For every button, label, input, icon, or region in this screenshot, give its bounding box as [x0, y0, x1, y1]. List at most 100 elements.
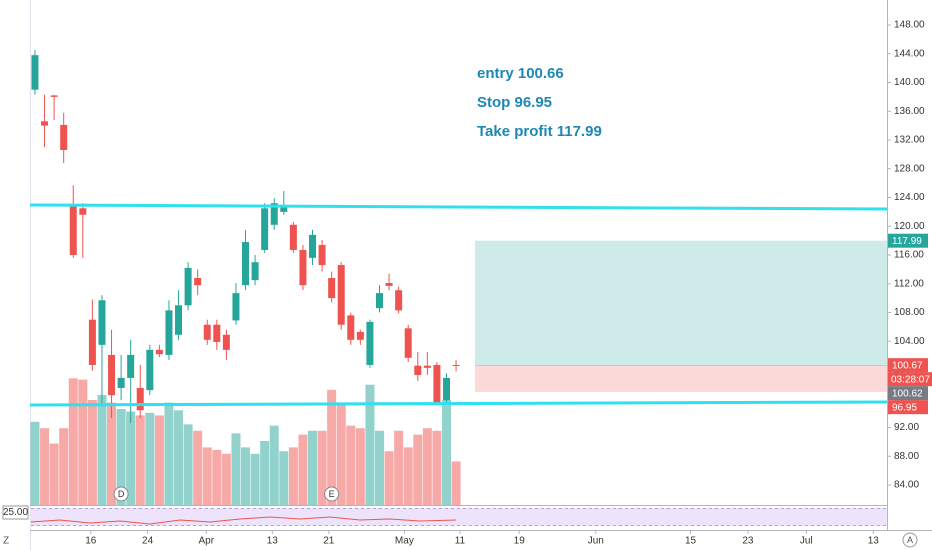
candle-body: [337, 265, 345, 325]
candle-body: [289, 224, 297, 250]
price-label-box: [888, 400, 928, 415]
indicator-band: [31, 508, 887, 526]
volume-bar: [394, 430, 404, 505]
volume-bar: [49, 443, 59, 505]
countdown: 03:28:07: [891, 374, 930, 385]
y-tick-label: 116.00: [894, 250, 924, 261]
volume-bar: [327, 389, 337, 505]
candle-body: [232, 293, 240, 321]
candle-body: [213, 324, 221, 342]
candle-body: [127, 354, 135, 378]
candle-body: [433, 364, 441, 404]
indicator-label: 25.00: [3, 507, 28, 518]
y-tick-label: 104.00: [894, 336, 925, 347]
candle-body: [108, 354, 116, 396]
candle-body: [404, 328, 412, 358]
volume-bar: [59, 428, 69, 505]
indicator-line: [30, 516, 457, 525]
volume-bar: [97, 394, 107, 505]
price-label-box: [888, 386, 928, 401]
volume-bar: [193, 430, 203, 505]
volume-bar: [317, 430, 327, 505]
annotation: Stop 96.95: [477, 94, 552, 111]
volume-bar: [346, 425, 356, 505]
candle-body: [88, 319, 96, 365]
x-tick-label: 23: [742, 536, 754, 547]
y-tick-label: 136.00: [894, 106, 925, 117]
indicator-label-box: [2, 505, 29, 520]
volume-bar: [126, 411, 136, 505]
volume-bar: [68, 378, 78, 505]
candle-body: [356, 331, 364, 340]
volume-bar: [365, 384, 375, 505]
volume-bar: [288, 447, 298, 505]
candle-body: [155, 349, 163, 355]
candle-body: [203, 324, 211, 340]
candle-body: [318, 244, 326, 266]
candle-body: [79, 208, 87, 215]
volume-bar: [30, 421, 40, 505]
y-tick-label: 132.00: [894, 135, 925, 146]
volume-bar: [87, 400, 97, 505]
candle-body: [194, 278, 202, 286]
auto-scale-button[interactable]: [902, 532, 918, 548]
volume-bar: [374, 430, 384, 505]
candle-body: [280, 205, 288, 212]
volume-bar: [145, 412, 155, 505]
x-tick-label: 11: [455, 536, 466, 547]
corner-right[interactable]: A: [907, 535, 913, 545]
candle-body: [423, 365, 431, 368]
volume-bar: [355, 428, 365, 505]
volume-bar: [183, 424, 193, 505]
stop-zone: [475, 365, 887, 392]
candle-body: [375, 293, 383, 309]
x-tick-label: Apr: [198, 536, 214, 547]
candle-body: [442, 377, 450, 401]
x-tick-label: 15: [685, 536, 697, 547]
volume-bar: [221, 453, 231, 505]
volume-bar: [298, 434, 308, 505]
candle-body: [41, 121, 49, 126]
candle-body: [165, 310, 173, 355]
candle-body: [395, 290, 403, 311]
x-tick-label: Jun: [588, 536, 604, 547]
price-label: 100.67: [892, 360, 923, 371]
y-tick-label: 88.00: [894, 451, 919, 462]
volume-bar: [413, 434, 423, 505]
volume-bar: [336, 402, 346, 505]
candle-body: [261, 208, 269, 250]
y-tick-label: 112.00: [894, 278, 924, 289]
volume-bar: [241, 447, 251, 505]
annotation: entry 100.66: [477, 65, 564, 82]
volume-bar: [279, 451, 289, 505]
y-tick-label: 92.00: [894, 422, 919, 433]
candle-body: [69, 204, 77, 255]
y-tick-label: 84.00: [894, 480, 919, 491]
volume-bar: [260, 441, 270, 505]
candle-body: [31, 55, 39, 90]
candle-body: [414, 365, 422, 376]
event-marker-label: E: [329, 489, 335, 499]
y-tick-label: 144.00: [894, 48, 925, 59]
candle-body: [60, 124, 68, 151]
candle-body: [184, 267, 192, 306]
candle-body: [270, 203, 278, 225]
volume-bar: [432, 430, 442, 505]
y-tick-label: 124.00: [894, 192, 925, 203]
candle-body: [50, 95, 58, 97]
volume-bar: [135, 415, 145, 505]
y-tick-label: 140.00: [894, 77, 925, 88]
volume-bar: [154, 415, 164, 505]
event-marker: [113, 486, 129, 502]
volume-bar: [269, 425, 279, 505]
candle-body: [452, 364, 460, 366]
volume-bar: [403, 447, 413, 505]
y-tick-label: 128.00: [894, 163, 925, 174]
candle-body: [385, 283, 393, 286]
corner-left[interactable]: Z: [3, 536, 9, 547]
trendline: [29, 203, 888, 211]
price-label: 96.95: [892, 402, 917, 413]
annotation: Take profit 117.99: [477, 123, 602, 140]
target-zone: [475, 240, 887, 366]
volume-bar: [212, 449, 222, 505]
